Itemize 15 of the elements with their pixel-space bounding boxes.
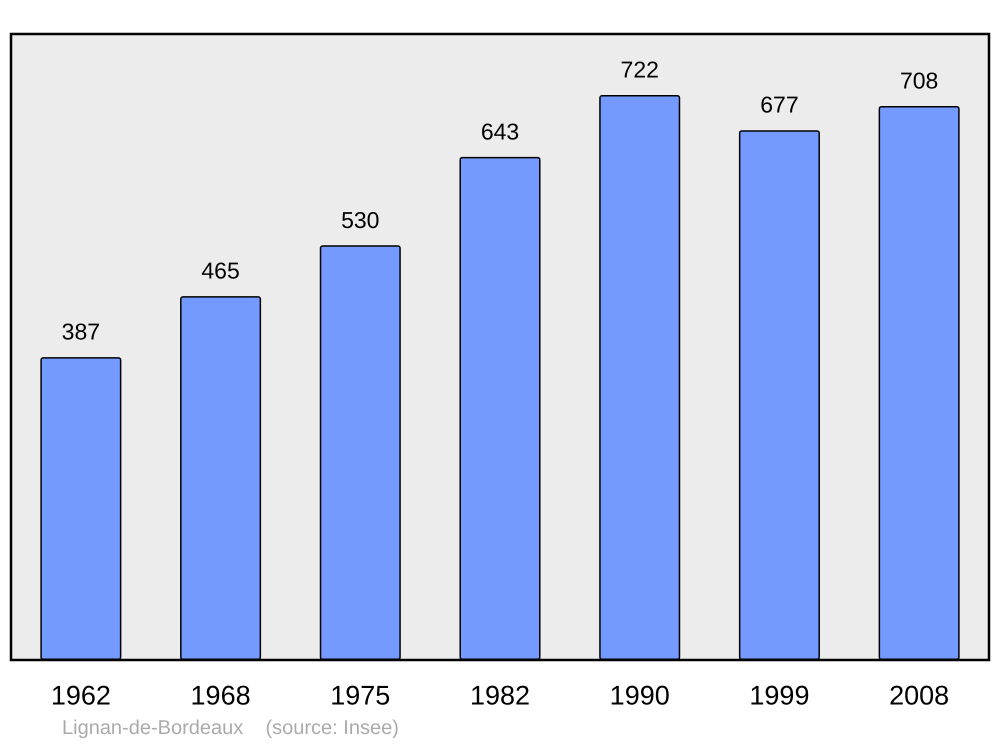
data-label: 387 — [62, 318, 100, 345]
x-tick-label: 1990 — [610, 680, 670, 710]
x-tick-label: 1962 — [50, 680, 111, 710]
data-label: 677 — [760, 92, 799, 118]
x-tick-label: 2008 — [889, 680, 950, 710]
data-label: 643 — [480, 118, 520, 144]
data-label: 465 — [201, 258, 240, 284]
x-tick-label: 1968 — [190, 680, 251, 710]
x-tick-label: 1999 — [749, 680, 810, 710]
data-label: 708 — [900, 67, 938, 94]
x-tick-label: 1975 — [330, 680, 390, 710]
data-label: 722 — [620, 56, 659, 83]
x-tick-label: 1982 — [470, 680, 530, 710]
text: Lignan-de-Bordeaux (source: Insee) — [62, 717, 399, 739]
data-label: 530 — [341, 206, 380, 233]
